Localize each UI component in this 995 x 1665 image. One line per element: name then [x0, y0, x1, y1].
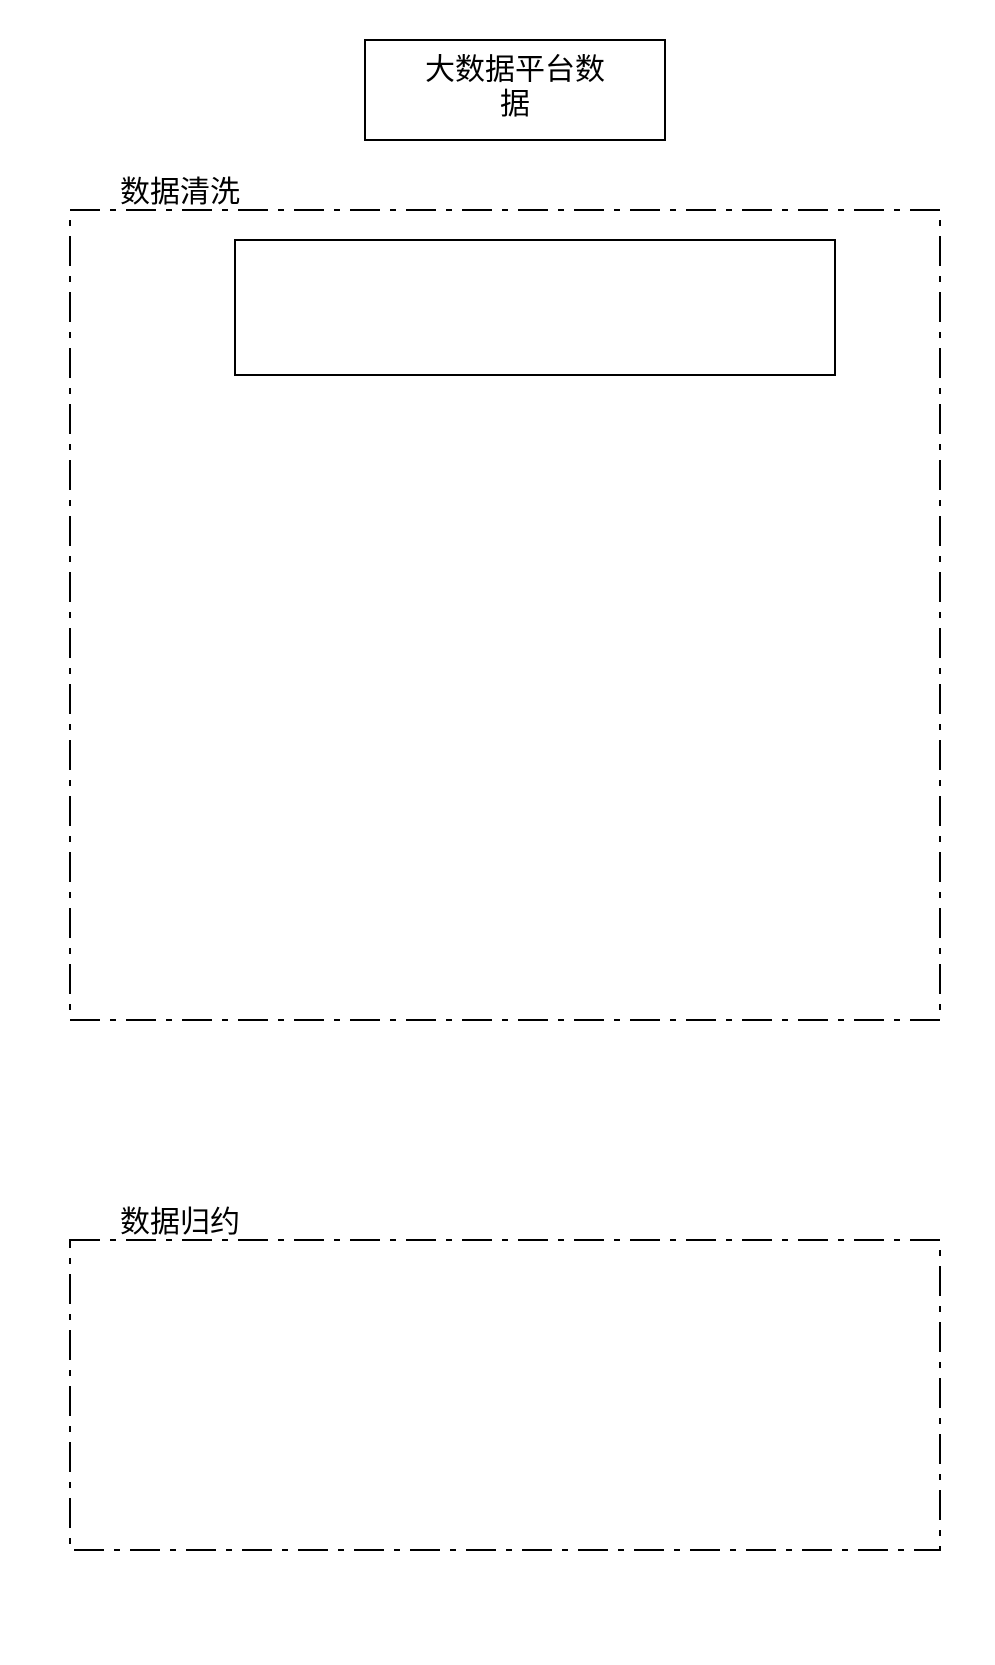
- svg-text:据: 据: [500, 88, 530, 121]
- flowchart-canvas: 数据清洗数据归约 大数据平台数据: [0, 0, 995, 1665]
- svg-text:数据清洗: 数据清洗: [120, 176, 240, 209]
- svg-text:数据归约: 数据归约: [120, 1206, 240, 1239]
- node-dirty: [235, 240, 835, 375]
- node-source: 大数据平台数据: [365, 40, 665, 140]
- svg-text:大数据平台数: 大数据平台数: [425, 54, 605, 87]
- region-reduce: [70, 1240, 940, 1550]
